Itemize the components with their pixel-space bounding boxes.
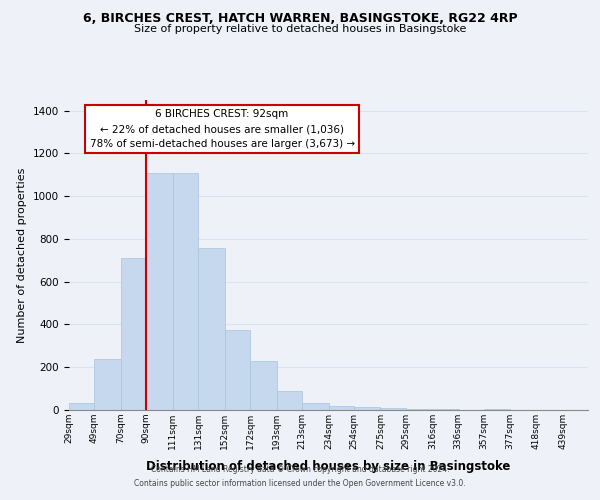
Text: Contains HM Land Registry data © Crown copyright and database right 2024.
Contai: Contains HM Land Registry data © Crown c… (134, 466, 466, 487)
Text: 6, BIRCHES CREST, HATCH WARREN, BASINGSTOKE, RG22 4RP: 6, BIRCHES CREST, HATCH WARREN, BASINGST… (83, 12, 517, 26)
Bar (406, 409, 432, 410)
Bar (302, 402, 329, 410)
Bar (121, 258, 146, 410)
Y-axis label: Number of detached properties: Number of detached properties (17, 168, 28, 342)
Text: Size of property relative to detached houses in Basingstoke: Size of property relative to detached ho… (134, 24, 466, 34)
Bar (380, 408, 406, 410)
X-axis label: Distribution of detached houses by size in Basingstoke: Distribution of detached houses by size … (146, 460, 511, 473)
Bar (354, 407, 380, 410)
Bar (224, 330, 250, 410)
Bar (250, 361, 277, 410)
Bar (173, 172, 198, 410)
Bar (198, 248, 225, 410)
Text: 6 BIRCHES CREST: 92sqm
← 22% of detached houses are smaller (1,036)
78% of semi-: 6 BIRCHES CREST: 92sqm ← 22% of detached… (89, 110, 355, 149)
Bar (69, 402, 94, 410)
Bar (277, 391, 302, 410)
Bar (94, 358, 121, 410)
Bar (329, 406, 354, 410)
Bar (146, 172, 173, 410)
